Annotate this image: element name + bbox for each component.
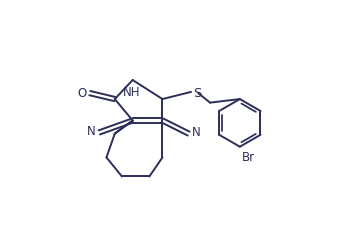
- Text: O: O: [77, 87, 86, 100]
- Text: Br: Br: [242, 151, 256, 164]
- Text: N: N: [192, 126, 201, 139]
- Text: S: S: [193, 87, 201, 100]
- Text: N: N: [87, 125, 96, 138]
- Text: NH: NH: [123, 86, 140, 99]
